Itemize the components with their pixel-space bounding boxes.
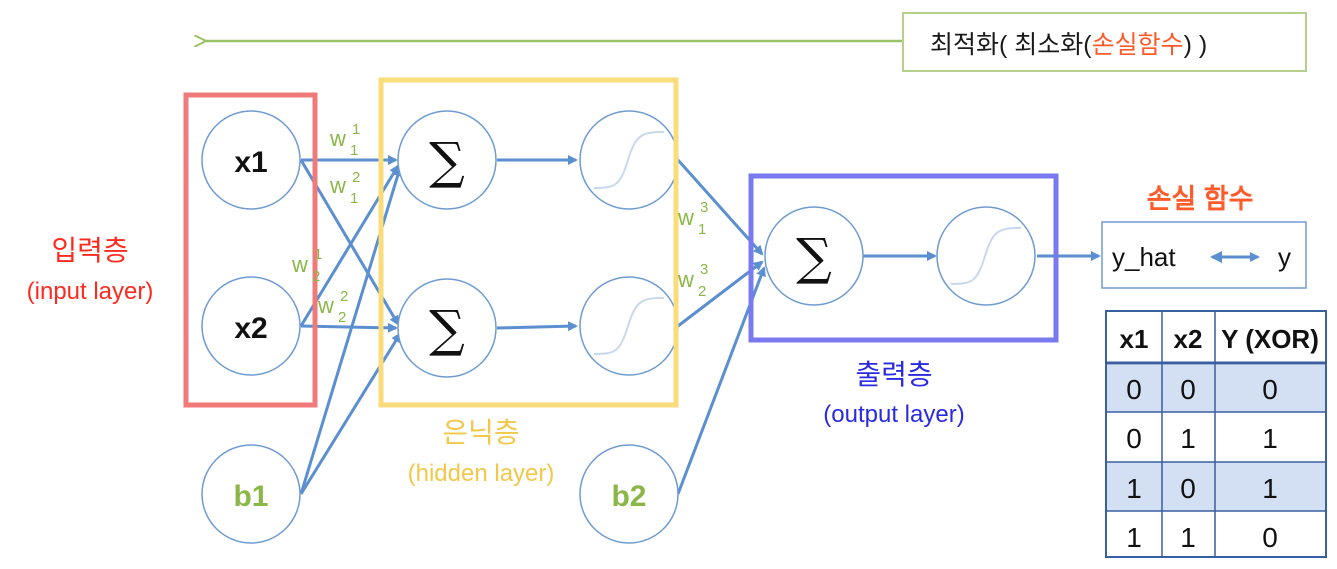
table-header: x2 — [1174, 324, 1203, 354]
svg-text:∑: ∑ — [429, 132, 465, 190]
loss-box — [1101, 221, 1307, 289]
output-sum-node: ∑ — [764, 206, 864, 306]
input-layer-box — [183, 92, 318, 408]
xor-table: x1 x2 Y (XOR) 0 0 0 0 1 1 1 0 1 1 1 0 — [1105, 310, 1327, 558]
output-layer-label-en: (output layer) — [823, 401, 964, 428]
table-header: Y (XOR) — [1221, 324, 1319, 354]
table-cell: 1 — [1180, 423, 1196, 454]
svg-text:x2: x2 — [234, 312, 267, 345]
node-b1: b1 — [201, 444, 301, 544]
svg-text:w: w — [677, 205, 694, 230]
output-layer-label-ko: 출력층 — [855, 359, 932, 390]
table-cell: 0 — [1126, 374, 1142, 405]
svg-text:2: 2 — [352, 169, 360, 186]
svg-text:b1: b1 — [233, 480, 268, 513]
output-activation-node — [936, 206, 1036, 306]
svg-text:w: w — [677, 267, 694, 292]
weight-w12: w 2 1 — [329, 169, 360, 207]
table-cell: 0 — [1180, 473, 1196, 504]
hidden-internal-connections — [496, 155, 578, 332]
table-cell: 1 — [1262, 423, 1278, 454]
table-header: x1 — [1120, 324, 1149, 354]
table-cell: 0 — [1262, 374, 1278, 405]
node-b2: b2 — [579, 444, 679, 544]
svg-text:w: w — [329, 126, 346, 151]
svg-text:w: w — [329, 173, 346, 198]
svg-text:2: 2 — [340, 288, 348, 305]
hidden-layer-label-en: (hidden layer) — [408, 460, 555, 487]
weight-w31: w 3 1 — [677, 199, 708, 238]
hidden-activation-node-1 — [579, 110, 679, 210]
input-layer-label-en: (input layer) — [27, 278, 154, 305]
svg-text:1: 1 — [314, 246, 322, 263]
table-cell: 0 — [1262, 522, 1278, 553]
svg-text:3: 3 — [700, 199, 708, 216]
table-cell: 1 — [1180, 522, 1196, 553]
table-cell: 0 — [1126, 423, 1142, 454]
node-x1: x1 — [201, 110, 301, 210]
loss-title: 손실 함수 — [1147, 184, 1254, 214]
table-cell: 0 — [1180, 374, 1196, 405]
svg-text:∑: ∑ — [429, 300, 465, 358]
svg-text:1: 1 — [350, 142, 358, 159]
svg-text:1: 1 — [698, 221, 706, 238]
optimize-text: 최적화( 최소화(손실함수) ) — [930, 31, 1207, 59]
hidden-activation-node-2 — [579, 276, 679, 376]
svg-text:w: w — [291, 252, 308, 277]
hidden-sum-node-2: ∑ — [397, 278, 497, 378]
svg-text:x1: x1 — [234, 146, 267, 179]
hidden-sum-node-1: ∑ — [397, 110, 497, 210]
svg-text:w: w — [317, 293, 334, 318]
svg-text:b2: b2 — [611, 480, 646, 513]
hidden-layer-label-ko: 은닉층 — [442, 417, 519, 448]
weight-w22: w 2 2 — [317, 288, 348, 326]
optimize-box — [902, 12, 1307, 72]
input-layer-label-ko: 입력층 — [51, 235, 128, 266]
svg-text:1: 1 — [350, 190, 358, 207]
output-layer-box — [748, 173, 1059, 343]
table-cell: 1 — [1126, 522, 1142, 553]
loss-y: y — [1278, 242, 1291, 272]
hidden-layer-box — [378, 77, 679, 408]
node-x2: x2 — [201, 276, 301, 376]
table-cell: 1 — [1262, 473, 1278, 504]
loss-y-hat: y_hat — [1112, 242, 1176, 272]
svg-text:3: 3 — [700, 261, 708, 278]
svg-text:2: 2 — [338, 309, 346, 326]
weight-w11: w 1 1 — [329, 121, 360, 159]
table-cell: 1 — [1126, 473, 1142, 504]
weight-w21: w 1 2 — [291, 246, 322, 285]
svg-text:2: 2 — [698, 283, 706, 300]
svg-text:2: 2 — [312, 268, 320, 285]
svg-text:∑: ∑ — [796, 228, 832, 286]
weight-w32: w 3 2 — [677, 261, 708, 300]
svg-text:1: 1 — [352, 121, 360, 138]
